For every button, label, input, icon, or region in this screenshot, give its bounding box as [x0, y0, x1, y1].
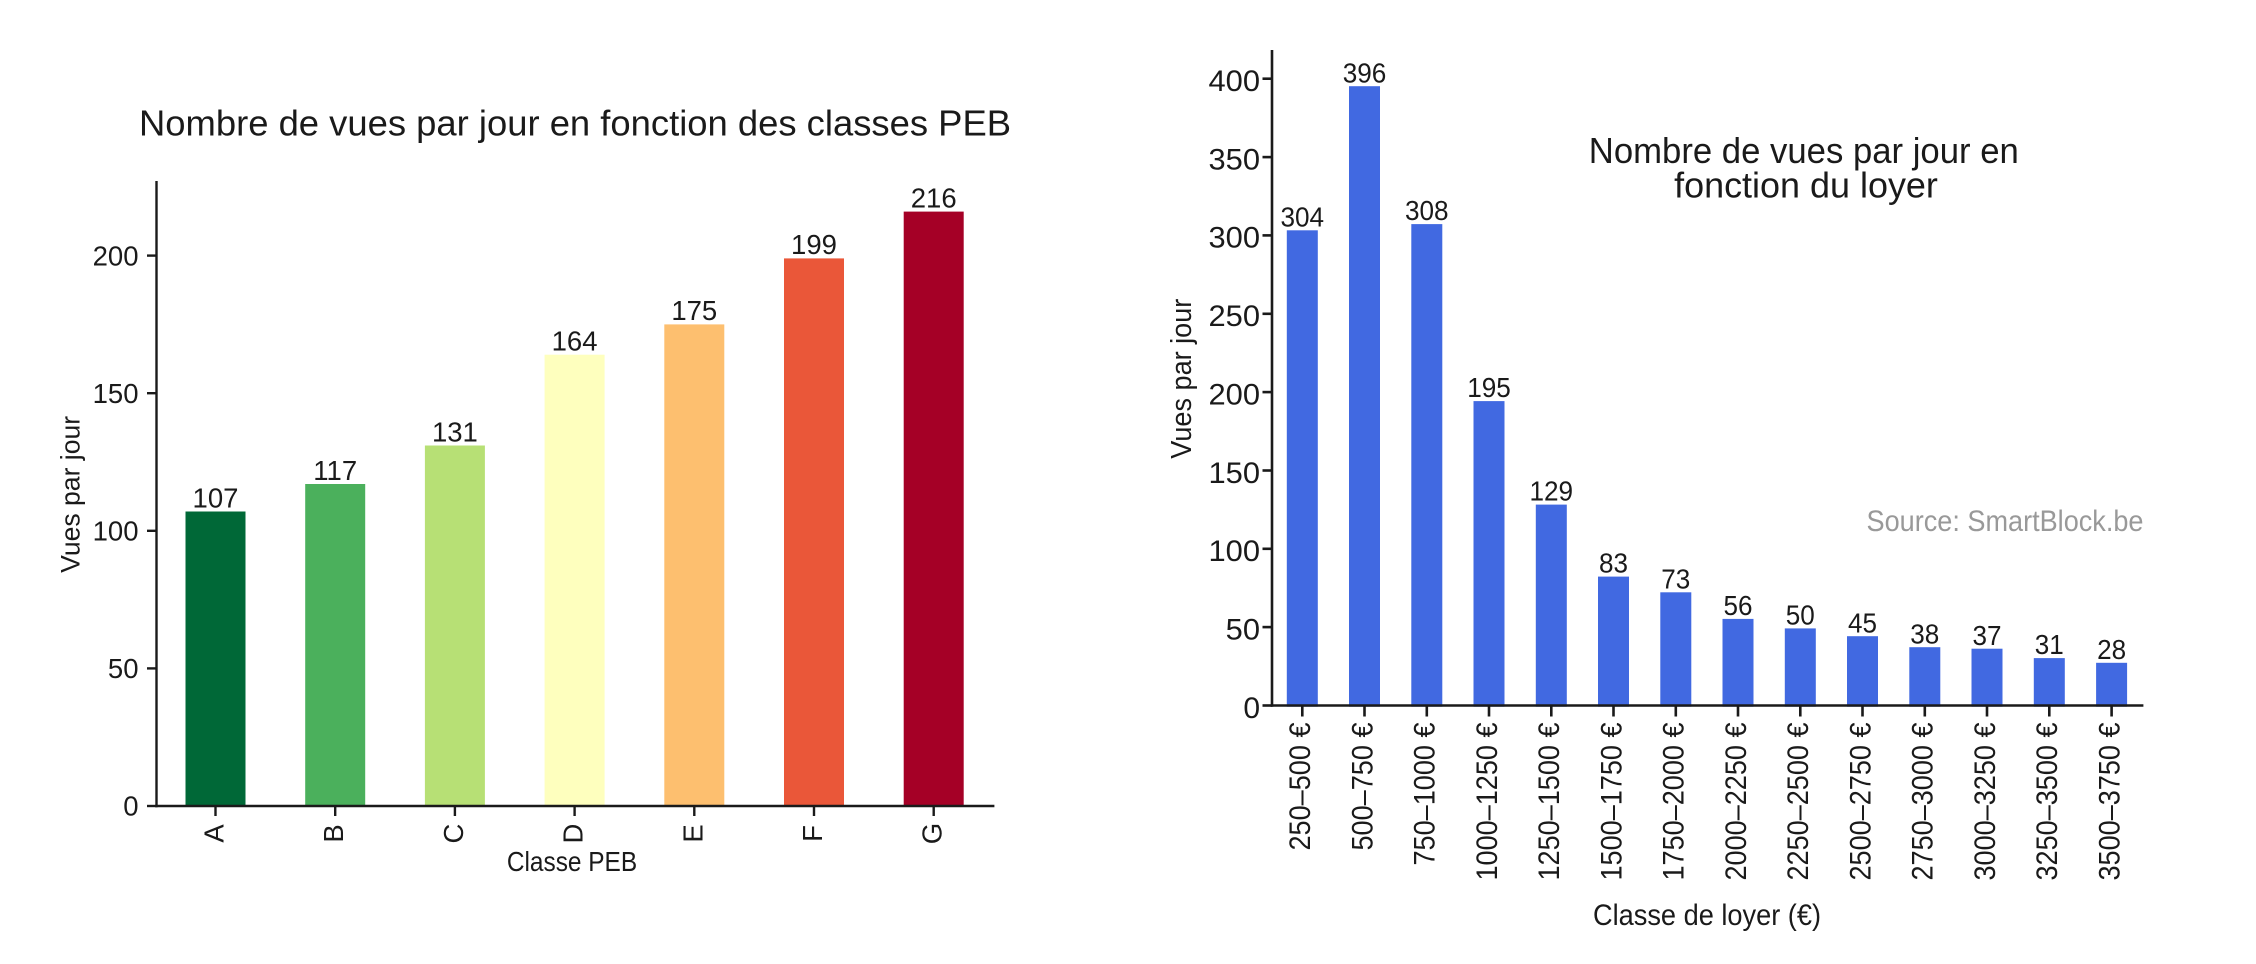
- svg-text:A: A: [199, 824, 230, 843]
- svg-text:200: 200: [1209, 378, 1261, 411]
- svg-text:E: E: [677, 824, 708, 842]
- svg-text:56: 56: [1724, 590, 1753, 621]
- svg-text:250–500 €: 250–500 €: [1284, 722, 1317, 850]
- svg-text:300: 300: [1209, 222, 1261, 255]
- svg-text:2250–2500 €: 2250–2500 €: [1782, 722, 1815, 880]
- svg-text:D: D: [558, 824, 589, 844]
- svg-text:2500–2750 €: 2500–2750 €: [1845, 722, 1878, 880]
- svg-text:750–1000 €: 750–1000 €: [1409, 722, 1442, 865]
- svg-text:C: C: [438, 824, 469, 844]
- svg-text:28: 28: [2097, 634, 2126, 665]
- svg-text:131: 131: [432, 416, 478, 447]
- svg-text:100: 100: [93, 516, 139, 547]
- svg-text:Vues par jour: Vues par jour: [1166, 298, 1198, 458]
- svg-text:100: 100: [1209, 535, 1261, 568]
- svg-text:F: F: [797, 825, 828, 842]
- svg-text:1750–2000 €: 1750–2000 €: [1658, 722, 1691, 880]
- svg-text:38: 38: [1910, 618, 1939, 649]
- svg-text:350: 350: [1209, 143, 1261, 176]
- svg-text:50: 50: [1786, 600, 1815, 631]
- svg-text:175: 175: [671, 295, 717, 326]
- svg-text:3000–3250 €: 3000–3250 €: [1969, 722, 2002, 880]
- svg-text:50: 50: [108, 653, 139, 684]
- svg-text:83: 83: [1599, 548, 1628, 579]
- svg-text:2750–3000 €: 2750–3000 €: [1907, 722, 1940, 880]
- svg-text:Classe PEB: Classe PEB: [507, 846, 637, 877]
- svg-text:304: 304: [1281, 201, 1325, 232]
- svg-text:73: 73: [1661, 563, 1690, 594]
- svg-text:37: 37: [1973, 620, 2002, 651]
- svg-text:Source: SmartBlock.be: Source: SmartBlock.be: [1867, 505, 2144, 538]
- svg-text:195: 195: [1467, 372, 1511, 403]
- svg-text:308: 308: [1405, 195, 1449, 226]
- svg-text:0: 0: [1243, 692, 1260, 725]
- svg-text:fonction du loyer: fonction du loyer: [1674, 165, 1938, 206]
- svg-text:200: 200: [93, 240, 139, 271]
- svg-text:500–750 €: 500–750 €: [1347, 722, 1380, 850]
- svg-text:3250–3500 €: 3250–3500 €: [2031, 722, 2064, 880]
- svg-text:Classe de loyer (€): Classe de loyer (€): [1593, 899, 1821, 932]
- svg-text:Vues par jour: Vues par jour: [56, 416, 86, 573]
- svg-text:3500–3750 €: 3500–3750 €: [2094, 722, 2127, 880]
- svg-text:50: 50: [1226, 613, 1260, 646]
- svg-text:1500–1750 €: 1500–1750 €: [1596, 722, 1629, 880]
- svg-text:1000–1250 €: 1000–1250 €: [1471, 722, 1504, 880]
- svg-text:2000–2250 €: 2000–2250 €: [1720, 722, 1753, 880]
- svg-text:164: 164: [552, 326, 598, 357]
- svg-text:0: 0: [123, 791, 138, 822]
- svg-text:150: 150: [93, 378, 139, 409]
- svg-text:150: 150: [1209, 457, 1261, 490]
- svg-text:400: 400: [1209, 65, 1261, 98]
- svg-text:Nombre de vues par jour en: Nombre de vues par jour en: [1589, 130, 2019, 171]
- svg-text:G: G: [917, 823, 948, 844]
- svg-text:199: 199: [791, 229, 837, 260]
- svg-text:1250–1500 €: 1250–1500 €: [1533, 722, 1566, 880]
- svg-text:Nombre de vues par jour en fon: Nombre de vues par jour en fonction des …: [139, 103, 1011, 144]
- svg-text:250: 250: [1209, 300, 1261, 333]
- svg-text:B: B: [318, 824, 349, 842]
- svg-text:216: 216: [911, 182, 957, 213]
- svg-text:117: 117: [313, 455, 357, 486]
- svg-text:107: 107: [193, 482, 239, 513]
- svg-text:396: 396: [1343, 57, 1387, 88]
- svg-text:31: 31: [2035, 629, 2064, 660]
- svg-text:129: 129: [1530, 476, 1574, 507]
- svg-text:45: 45: [1848, 607, 1877, 638]
